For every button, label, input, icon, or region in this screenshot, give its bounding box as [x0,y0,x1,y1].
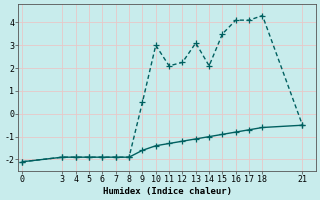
X-axis label: Humidex (Indice chaleur): Humidex (Indice chaleur) [103,187,232,196]
